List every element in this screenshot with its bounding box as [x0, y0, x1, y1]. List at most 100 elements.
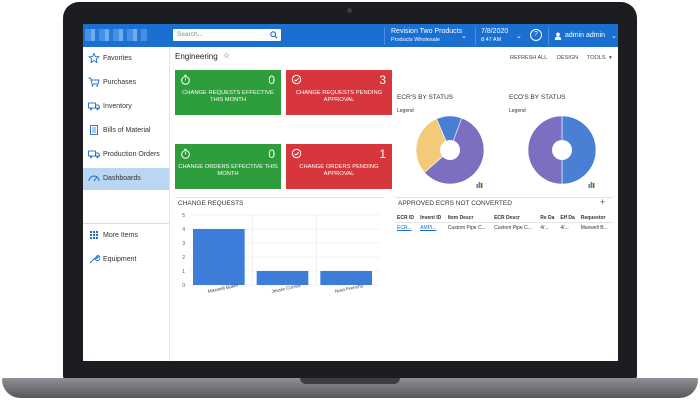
table-cell: 4/... — [538, 222, 559, 233]
inventory-id-link[interactable]: AMPI... — [418, 222, 446, 233]
sidebar-item-label: Favorites — [103, 55, 132, 62]
ecr-status-title: ECR'S BY STATUS — [397, 94, 454, 101]
change-requests-title: CHANGE REQUESTS — [178, 200, 244, 207]
favorite-star-icon[interactable]: ☆ — [223, 51, 231, 60]
panel-divider — [395, 197, 613, 198]
y-tick-label: 1 — [182, 269, 185, 275]
design-button[interactable]: DESIGN — [557, 55, 579, 61]
tile-caption: CHANGE ORDERS PENDING APPROVAL — [299, 164, 379, 177]
sidebar-item-inventory[interactable]: Inventory — [83, 96, 169, 118]
stopwatch-icon — [181, 148, 190, 159]
tile-caption: CHANGE REQUESTS PENDING APPROVAL — [295, 90, 383, 103]
approved-ecrs-title: APPROVED ECRS NOT CONVERTED — [398, 200, 512, 207]
tile-caption: CHANGE ORDERS EFFECTIVE THIS MONTH — [178, 164, 278, 177]
bar — [320, 271, 372, 285]
sidebar-item-dashboards[interactable]: Dashboards — [83, 168, 169, 190]
sidebar-item-label: Purchases — [103, 79, 137, 86]
sidebar-item-purchases[interactable]: Purchases — [83, 72, 169, 94]
add-row-icon[interactable]: + — [600, 197, 606, 207]
chevron-down-icon: ⌄ — [461, 33, 467, 40]
sidebar-item-more-items[interactable]: More Items — [83, 225, 169, 247]
chevron-down-icon: ⌄ — [516, 33, 522, 40]
business-date-selector[interactable]: 7/8/2020 8:47 AM ⌄ — [475, 27, 526, 45]
sidebar-item-label: Production Orders — [103, 151, 160, 158]
table-row[interactable]: ECR... AMPI... Custom Pipe C... Custom P… — [395, 222, 613, 233]
sidebar-item-production-orders[interactable]: Production Orders — [83, 144, 169, 166]
donut-hole — [552, 140, 572, 160]
pie-slice — [561, 115, 597, 185]
y-tick-label: 2 — [182, 255, 185, 261]
document-icon — [90, 125, 98, 135]
ecr-legend-label[interactable]: Legend — [397, 108, 414, 114]
sidebar-item-label: Equipment — [103, 256, 137, 263]
y-tick-label: 5 — [182, 213, 185, 219]
eco-status-title: ECO'S BY STATUS — [509, 94, 566, 101]
truck-icon — [88, 150, 100, 159]
kpi-tile-cr-pending[interactable]: 3 CHANGE REQUESTS PENDING APPROVAL — [286, 70, 392, 115]
sidebar-item-label: Dashboards — [103, 175, 141, 182]
tile-caption: CHANGE REQUESTS EFFECTIVE THIS MONTH — [182, 90, 274, 103]
column-header[interactable]: Re Da — [540, 215, 555, 221]
sidebar-item-label: Inventory — [103, 103, 132, 110]
user-menu[interactable]: admin admin ⌄ — [548, 27, 618, 45]
truck-icon — [88, 102, 100, 111]
wrench-icon — [89, 254, 100, 264]
chart-options-icon[interactable] — [476, 181, 483, 188]
column-header[interactable]: Eff Da — [560, 215, 575, 221]
kpi-tile-cr-effective[interactable]: 0 CHANGE REQUESTS EFFECTIVE THIS MONTH — [175, 70, 281, 115]
sidebar-item-label: More Items — [103, 232, 139, 239]
ecr-id-link[interactable]: ECR... — [395, 222, 419, 233]
chart-options-icon[interactable] — [588, 181, 595, 188]
tile-value: 0 — [268, 73, 275, 87]
column-header[interactable]: Requestor — [580, 215, 606, 221]
y-tick-label: 0 — [182, 283, 185, 289]
ecr-status-chart[interactable] — [410, 110, 490, 190]
sidebar-item-bills-of-material[interactable]: Bills of Material — [83, 120, 169, 142]
sidebar-item-favorites[interactable]: Favorites — [83, 48, 169, 70]
search-input[interactable]: Search... — [173, 29, 281, 41]
kpi-tile-co-pending[interactable]: 1 CHANGE ORDERS PENDING APPROVAL — [286, 144, 392, 189]
dashboard-main: Engineering ☆ REFRESH ALL DESIGN TOOLS ▾… — [170, 47, 618, 361]
refresh-all-button[interactable]: REFRESH ALL — [510, 55, 548, 61]
user-icon — [554, 32, 562, 40]
pie-slice — [527, 115, 563, 185]
eco-status-chart[interactable] — [522, 110, 602, 190]
tools-caret-icon[interactable]: ▾ — [609, 55, 612, 61]
search-icon[interactable] — [270, 31, 278, 39]
table-header-row: ECR ID Invent ID Item Descr ECR Descr Re… — [395, 214, 613, 223]
pie-slice — [436, 115, 463, 151]
table-cell: 4/... — [558, 222, 579, 233]
company-selector[interactable]: Revision Two Products Products Wholesale… — [384, 27, 471, 45]
search-placeholder: Search... — [177, 31, 204, 38]
x-tick-label: Noel Frenchs — [335, 283, 365, 295]
company-branch: Products Wholesale — [391, 37, 440, 43]
sidebar-divider — [83, 223, 169, 224]
chevron-down-icon: ⌄ — [611, 33, 617, 40]
business-time: 8:47 AM — [481, 37, 502, 43]
company-logo[interactable] — [85, 29, 147, 41]
column-header[interactable]: ECR Descr — [494, 215, 520, 221]
column-header[interactable]: ECR ID — [397, 215, 414, 221]
help-button[interactable]: ? — [530, 29, 542, 41]
y-tick-label: 4 — [182, 227, 185, 233]
tools-button[interactable]: TOOLS — [587, 55, 606, 61]
eco-legend-label[interactable]: Legend — [509, 108, 526, 114]
y-tick-label: 3 — [182, 241, 185, 247]
sidebar-item-equipment[interactable]: Equipment — [83, 249, 169, 271]
camera-icon — [347, 8, 352, 13]
kpi-tile-co-effective[interactable]: 0 CHANGE ORDERS EFFECTIVE THIS MONTH — [175, 144, 281, 189]
page-title: Engineering — [175, 52, 218, 61]
tile-value: 1 — [379, 147, 386, 161]
check-circle-icon — [291, 148, 302, 159]
top-bar: Search... Revision Two Products Products… — [83, 24, 618, 47]
table-cell: Maxwell B... — [578, 222, 613, 233]
tile-value: 3 — [379, 73, 386, 87]
laptop-base — [2, 378, 698, 398]
column-header[interactable]: Invent ID — [420, 215, 442, 221]
bar — [193, 229, 245, 285]
laptop-notch — [300, 378, 400, 384]
column-header[interactable]: Item Descr — [447, 215, 474, 221]
app-screen: Search... Revision Two Products Products… — [83, 24, 618, 361]
sidebar-item-label: Bills of Material — [103, 127, 151, 134]
